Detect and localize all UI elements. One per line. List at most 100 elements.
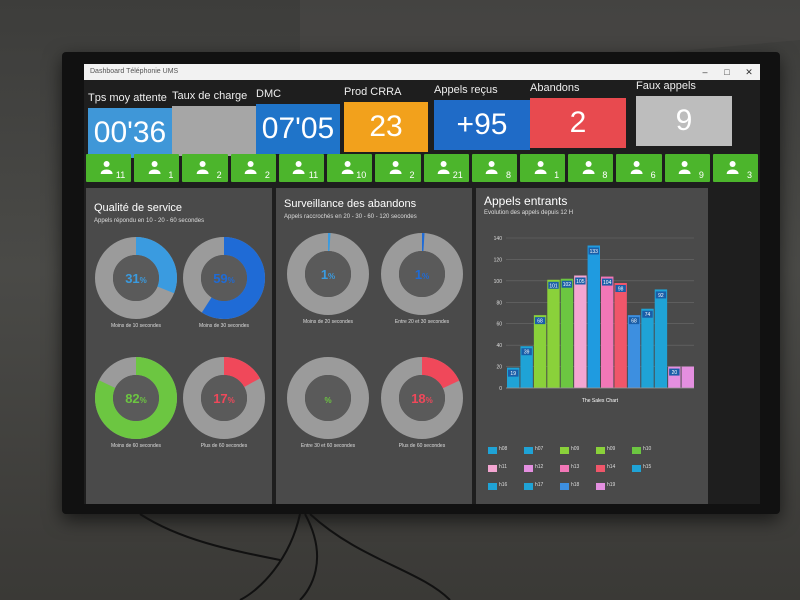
incoming-calls-chart: 0 20 40 60 80 100 120 140 19 39 68 101 102 105 133 104 9…	[494, 236, 694, 404]
bar-value-label: 98	[618, 287, 624, 293]
donut-gauge: 82% Moins de 60 secondes	[94, 356, 178, 449]
legend-item[interactable]: h09	[596, 446, 630, 455]
percent-sign: %	[140, 276, 147, 285]
legend-item[interactable]: h07	[524, 446, 558, 455]
agent-tile[interactable]: 3	[712, 154, 759, 182]
legend-item[interactable]: h18	[560, 482, 594, 491]
legend-swatch	[524, 447, 533, 454]
bar-label-bg	[615, 285, 626, 292]
kpi-value: 00'36	[88, 108, 172, 158]
legend-swatch	[596, 465, 605, 472]
donut-percent-value: 1	[321, 267, 328, 282]
legend-item[interactable]: h17	[524, 482, 558, 491]
agent-tile[interactable]: 2	[375, 154, 421, 182]
bar-label-bg	[575, 277, 586, 285]
legend-item[interactable]: h13	[560, 464, 594, 473]
kpi-label: Tps moy attente	[88, 92, 167, 104]
window-titlebar: Dashboard Téléphonie UMS – □ ✕	[84, 64, 760, 80]
person-icon	[100, 161, 113, 174]
kpi-tile: Prod CRRA 23	[344, 86, 428, 152]
maximize-icon[interactable]: □	[724, 67, 730, 77]
kpi-value: 07'05	[256, 104, 340, 154]
agent-count: 9	[698, 170, 704, 180]
bar	[547, 279, 560, 388]
legend-item[interactable]: h14	[596, 464, 630, 473]
percent-sign: %	[228, 276, 235, 285]
kpi-value: 9	[636, 96, 732, 146]
donut-caption: Plus de 60 secondes	[398, 443, 446, 449]
agent-tile[interactable]: 21	[423, 154, 469, 182]
legend-item[interactable]: h15	[632, 464, 666, 473]
donut-percent: 59%	[213, 271, 235, 286]
agent-status-row: 11 1 2 2 11 10 2 21 8 1 8 6 9 3	[86, 154, 759, 182]
bar	[560, 278, 574, 388]
agent-tile[interactable]: 8	[568, 154, 614, 182]
donut-ring: 17%	[183, 357, 265, 439]
kpi-tile: Abandons 2	[530, 82, 626, 148]
donut-percent-value: 59	[213, 271, 227, 286]
bar	[587, 245, 600, 388]
legend-item[interactable]: h16	[488, 482, 522, 491]
agent-tile[interactable]: 1	[134, 154, 180, 182]
kpi-label: DMC	[256, 88, 282, 100]
legend-item[interactable]: h11	[488, 464, 522, 473]
donut-caption: Entre 30 et 60 secondes	[300, 443, 356, 449]
donut-caption: Moins de 60 secondes	[110, 443, 162, 449]
legend-item[interactable]: h19	[596, 482, 630, 491]
legend-swatch	[632, 465, 641, 472]
agent-tile[interactable]: 11	[86, 154, 132, 182]
abandons-panel: Surveillance des abandons Appels raccroc…	[276, 188, 472, 504]
legend-item[interactable]: h10	[632, 446, 666, 455]
donut-percent: 18%	[411, 391, 433, 406]
y-tick-label: 0	[499, 386, 502, 392]
bar	[533, 315, 547, 388]
legend-label: h12	[535, 464, 544, 470]
incoming-calls-panel: Appels entrants Evolution des appels dep…	[476, 188, 708, 504]
donut-gauge: 1% Entre 20 et 30 secondes	[380, 232, 464, 325]
legend-label: h09	[607, 446, 616, 452]
minimize-icon[interactable]: –	[702, 67, 708, 77]
close-icon[interactable]: ✕	[745, 67, 753, 77]
donut-caption: Moins de 30 secondes	[198, 323, 250, 329]
kpi-tile: Tps moy attente 00'36	[88, 92, 172, 158]
kpi-label: Faux appels	[636, 80, 696, 92]
donut-caption: Entre 20 et 30 secondes	[394, 319, 450, 325]
donut-ring: 82%	[95, 357, 177, 439]
donut-percent-value: 18	[411, 391, 425, 406]
agent-tile[interactable]: 1	[519, 154, 566, 182]
agent-count: 8	[505, 170, 511, 180]
agent-count: 11	[115, 170, 126, 180]
kpi-label: Prod CRRA	[344, 86, 402, 98]
donut-percent: 1%	[321, 267, 335, 282]
legend-label: h19	[607, 482, 616, 488]
person-icon	[244, 161, 257, 174]
agent-tile[interactable]: 10	[327, 154, 373, 182]
agent-tile[interactable]: 2	[182, 154, 228, 182]
bar	[654, 289, 668, 388]
kpi-value: +95	[434, 100, 530, 150]
abandons-title: Surveillance des abandons	[284, 198, 417, 210]
donut-gauge: 18% Plus de 60 secondes	[380, 356, 464, 449]
agent-tile[interactable]: 8	[471, 154, 517, 182]
y-tick-label: 80	[496, 300, 502, 306]
agent-tile[interactable]: 9	[664, 154, 710, 182]
percent-sign: %	[140, 396, 147, 405]
legend-item[interactable]: h12	[524, 464, 558, 473]
agent-tile[interactable]: 2	[230, 154, 276, 182]
bar-label-bg	[642, 310, 653, 318]
bar-value-label: 74	[645, 312, 651, 318]
donut-percent-value: 82	[125, 391, 139, 406]
legend-item[interactable]: h09	[560, 446, 594, 455]
donut-gauge: 1% Moins de 20 secondes	[286, 232, 370, 325]
legend-item[interactable]: h08	[488, 446, 522, 455]
legend-swatch	[596, 447, 605, 454]
bar-value-label: 39	[524, 350, 530, 356]
bar-value-label: 101	[549, 283, 558, 289]
person-icon	[389, 161, 402, 174]
dashboard-screen: Dashboard Téléphonie UMS – □ ✕ Tps moy a…	[84, 64, 760, 504]
bar-label-bg	[561, 280, 573, 288]
agent-tile[interactable]: 11	[278, 154, 325, 182]
donut-hole	[113, 255, 159, 301]
agent-tile[interactable]: 6	[616, 154, 662, 182]
legend-label: h10	[643, 446, 652, 452]
